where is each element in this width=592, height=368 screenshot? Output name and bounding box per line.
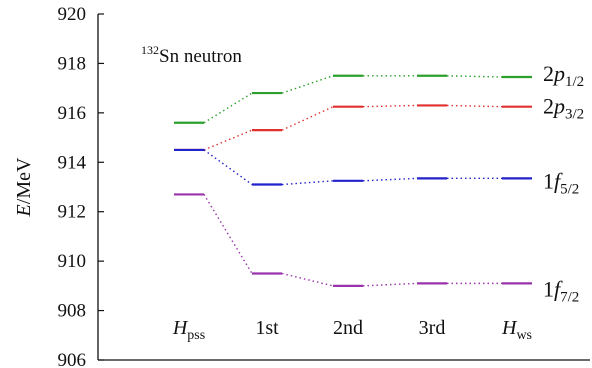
level-connector-1f5/2: [281, 180, 334, 186]
y-tick-label: 908: [58, 301, 87, 322]
level-connector-1f7/2: [362, 282, 418, 287]
level-connector-2p3/2: [203, 129, 253, 151]
state-label-1f5/2: 1f5/2: [543, 168, 579, 197]
level-connector-2p1/2: [281, 75, 334, 94]
y-tick-label: 912: [58, 202, 87, 223]
x-category-label: 3rd: [419, 317, 446, 339]
x-category-label: Hws: [501, 317, 532, 343]
x-category-labels: Hpss 1st 2nd 3rd Hws: [172, 317, 532, 343]
y-ticks: 906 908 910 912 914 916 918 920: [58, 4, 104, 368]
axis-group: [97, 14, 590, 361]
level-connector-2p3/2: [446, 104, 503, 108]
level-connector-1f7/2: [203, 194, 253, 274]
y-tick-label: 914: [58, 152, 87, 173]
state-labels: 2p1/2 2p3/2 1f5/2 1f7/2: [543, 61, 584, 305]
level-connector-2p3/2: [362, 104, 418, 108]
x-category-label: 1st: [255, 317, 279, 339]
energy-levels: [174, 74, 532, 287]
state-label-2p3/2: 2p3/2: [543, 94, 584, 123]
level-connector-1f5/2: [203, 149, 253, 186]
state-label-1f7/2: 1f7/2: [543, 276, 579, 305]
y-tick-label: 910: [58, 251, 87, 272]
y-tick-label: 918: [58, 53, 87, 74]
y-tick-label: 920: [58, 4, 87, 25]
level-connector-2p1/2: [203, 92, 253, 124]
y-tick-label: 916: [58, 103, 87, 124]
level-connector-1f5/2: [362, 177, 418, 182]
level-connector-2p1/2: [446, 75, 503, 78]
y-axis-label: E/MeV: [13, 157, 35, 217]
level-connector-1f7/2: [281, 272, 334, 287]
y-tick-label: 906: [58, 350, 87, 368]
x-category-label: Hpss: [172, 317, 205, 343]
level-connector-2p3/2: [281, 106, 334, 131]
state-label-2p1/2: 2p1/2: [543, 61, 584, 90]
level-connectors: [203, 75, 503, 287]
chart-annotation: 132Sn neutron: [141, 43, 242, 67]
x-category-label: 2nd: [333, 317, 363, 339]
